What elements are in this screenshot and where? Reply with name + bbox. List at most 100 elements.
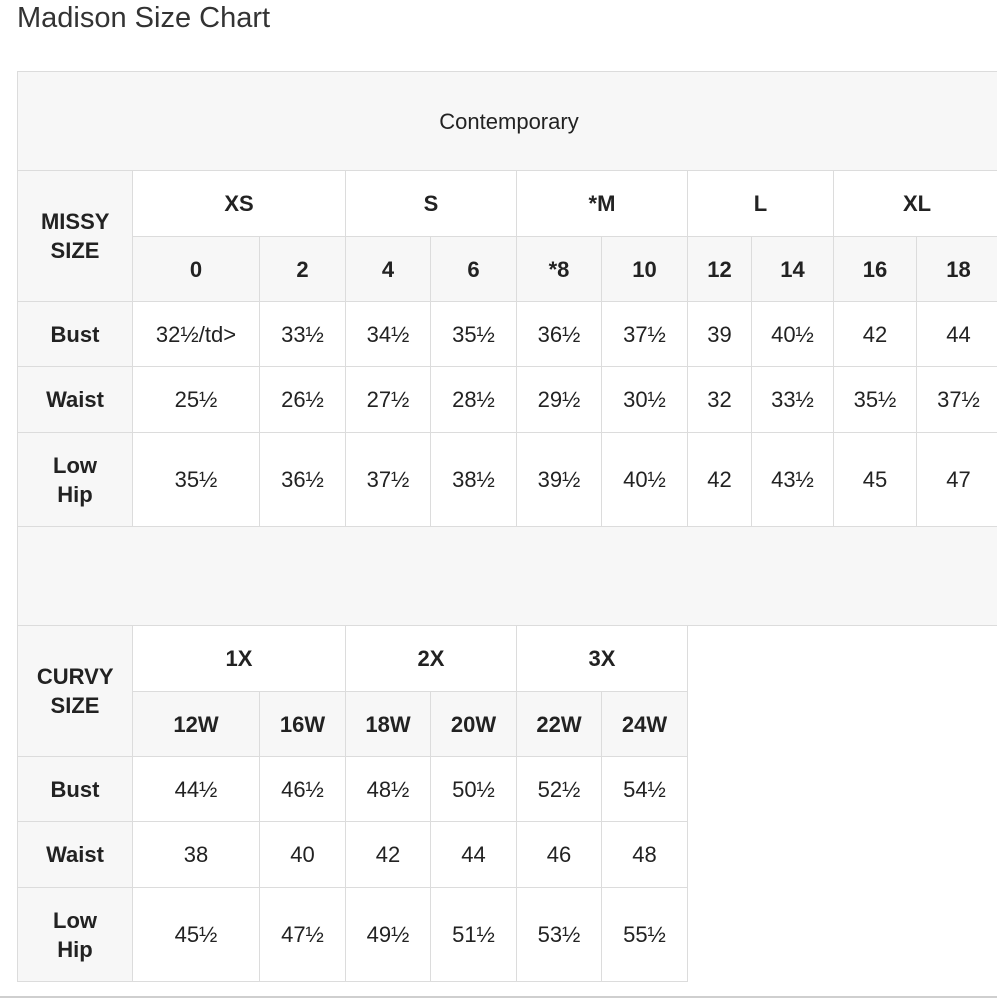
cell-text: 27½ [366, 387, 410, 412]
cell-text: 37½ [366, 467, 410, 492]
cell-text: 47 [946, 467, 971, 492]
size-group: L [687, 170, 834, 237]
size-number: 0 [132, 236, 260, 302]
cell-text: 18 [946, 256, 971, 282]
cell-text: 0 [189, 256, 203, 282]
measure-value: 53½ [516, 887, 602, 982]
cell-text: 46 [546, 842, 572, 867]
cell-text: 1X [225, 646, 253, 671]
cell-text: Waist [46, 842, 104, 867]
cell-text: 54½ [623, 776, 666, 802]
cell-text: 42 [707, 467, 732, 492]
cell-text: 35½ [853, 387, 897, 412]
cell-text: 20W [450, 711, 497, 737]
size-number: 20W [430, 691, 517, 757]
measure-label: Low Hip [17, 887, 133, 982]
measure-value: 25½ [132, 366, 260, 433]
measure-value: 38 [132, 821, 260, 888]
measure-value: 54½ [601, 756, 688, 822]
cell-text: 22W [536, 711, 582, 737]
size-number: 6 [430, 236, 517, 302]
cell-text: 10 [632, 256, 657, 282]
measure-value: 43½ [751, 432, 834, 527]
cell-text: 12 [707, 256, 732, 282]
cell-text: 39 [707, 321, 732, 347]
spacer-row [17, 526, 997, 626]
measure-value: 48 [601, 821, 688, 888]
measure-value: 37½ [345, 432, 431, 527]
measure-value: 36½ [516, 301, 602, 367]
measure-value: 44 [916, 301, 997, 367]
measure-value: 33½ [751, 366, 834, 433]
measure-value: 52½ [516, 756, 602, 822]
size-label: CURVY SIZE [17, 625, 133, 757]
size-group: XS [132, 170, 346, 237]
cell-text: 45 [862, 467, 888, 492]
measure-value: 44 [430, 821, 517, 888]
cell-text: 6 [467, 256, 480, 282]
measure-value: 35½ [833, 366, 917, 433]
cell-text: 26½ [281, 387, 324, 412]
cell-text: Contemporary [439, 108, 579, 134]
measure-value: 28½ [430, 366, 517, 433]
measure-value: 32 [687, 366, 752, 433]
size-group: 3X [516, 625, 688, 692]
cell-text: *8 [548, 256, 570, 282]
measure-value: 33½ [259, 301, 346, 367]
cell-text: 4 [381, 256, 395, 282]
cell-text: 42 [862, 321, 888, 347]
measure-value: 35½ [132, 432, 260, 527]
cell-text: 24W [621, 711, 668, 737]
cell-text: 29½ [537, 387, 581, 412]
cell-text: S [423, 191, 439, 216]
size-number: 2 [259, 236, 346, 302]
size-number: 12 [687, 236, 752, 302]
cell-text: 2X [417, 646, 445, 671]
measure-label: Bust [17, 301, 133, 367]
measure-value: 45 [833, 432, 917, 527]
size-number: 14 [751, 236, 834, 302]
cell-text: 48 [632, 842, 657, 867]
measure-value: 32½/td> [132, 301, 260, 367]
cell-text: 3X [588, 646, 616, 671]
measure-value: 36½ [259, 432, 346, 527]
size-number: 18 [916, 236, 997, 302]
measure-value: 46 [516, 821, 602, 888]
page-title: Madison Size Chart [17, 2, 271, 34]
measure-value: 46½ [259, 756, 346, 822]
cell-text: 44 [946, 321, 971, 347]
cell-text: 44½ [174, 776, 218, 802]
measure-value: 37½ [601, 301, 688, 367]
bottom-rule [0, 996, 997, 998]
measure-value: 27½ [345, 366, 431, 433]
cell-text: 28½ [452, 387, 495, 412]
measure-value: 49½ [345, 887, 431, 982]
measure-label: Waist [17, 366, 133, 433]
measure-value: 40 [259, 821, 346, 888]
measure-value: 47 [916, 432, 997, 527]
cell-text: 30½ [623, 387, 666, 412]
cell-text: 51½ [452, 922, 495, 947]
measure-value: 30½ [601, 366, 688, 433]
measure-value: 35½ [430, 301, 517, 367]
cell-text: 39½ [537, 467, 581, 492]
measure-label: Bust [17, 756, 133, 822]
measure-value: 26½ [259, 366, 346, 433]
cell-text: 43½ [771, 467, 814, 492]
measure-value: 42 [833, 301, 917, 367]
size-group: *M [516, 170, 688, 237]
cell-text: 36½ [281, 467, 324, 492]
section-header: Contemporary [17, 71, 997, 171]
cell-text: 45½ [174, 922, 218, 947]
cell-text: 40½ [623, 467, 666, 492]
measure-value: 39 [687, 301, 752, 367]
cell-text: 50½ [452, 776, 495, 802]
cell-text: 40½ [771, 321, 814, 347]
cell-text: 35½ [174, 467, 218, 492]
measure-value: 45½ [132, 887, 260, 982]
measure-value: 39½ [516, 432, 602, 527]
cell-text: L [753, 191, 768, 216]
cell-text: 33½ [771, 387, 814, 412]
measure-label: Waist [17, 821, 133, 888]
